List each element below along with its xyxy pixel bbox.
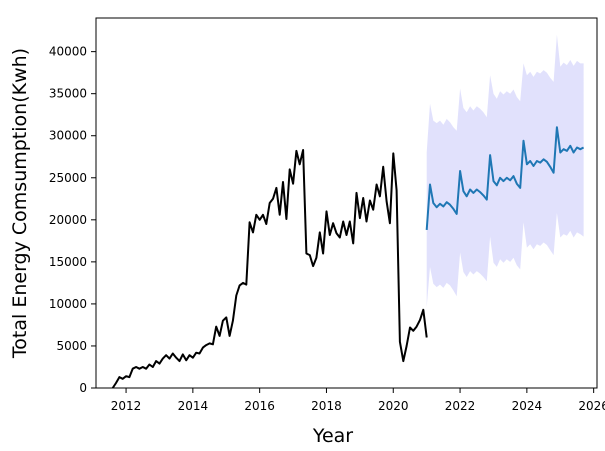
forecast-series-line [425, 126, 585, 230]
x-tick-label: 2012 [111, 399, 142, 413]
x-tick-label: 2026 [578, 399, 605, 413]
x-tick-label: 2018 [311, 399, 342, 413]
y-tick-label: 5000 [56, 339, 87, 353]
x-tick-label: 2022 [445, 399, 476, 413]
y-tick-label: 10000 [49, 297, 87, 311]
x-axis: 2012 2014 2016 2018 2020 2022 2024 2026 [111, 388, 605, 413]
history-series-line [111, 149, 428, 389]
y-axis-title: Total Energy Comsumption(Kwh) [9, 48, 31, 359]
x-tick-label: 2016 [244, 399, 275, 413]
plot-frame [95, 17, 598, 389]
x-tick-label: 2014 [178, 399, 209, 413]
y-tick-label: 0 [79, 381, 87, 395]
y-tick-label: 40000 [49, 45, 87, 59]
x-tick-label: 2020 [378, 399, 409, 413]
y-tick-label: 30000 [49, 129, 87, 143]
plot-area [111, 34, 585, 389]
y-axis: 0 5000 10000 15000 20000 25000 30000 35000 40000 [49, 45, 96, 395]
y-tick-label: 25000 [49, 171, 87, 185]
y-tick-label: 35000 [49, 87, 87, 101]
forecast-confidence-band [426, 34, 584, 308]
x-tick-label: 2024 [512, 399, 543, 413]
y-tick-label: 15000 [49, 255, 87, 269]
y-tick-label: 20000 [49, 213, 87, 227]
x-axis-title: Year [312, 425, 353, 447]
